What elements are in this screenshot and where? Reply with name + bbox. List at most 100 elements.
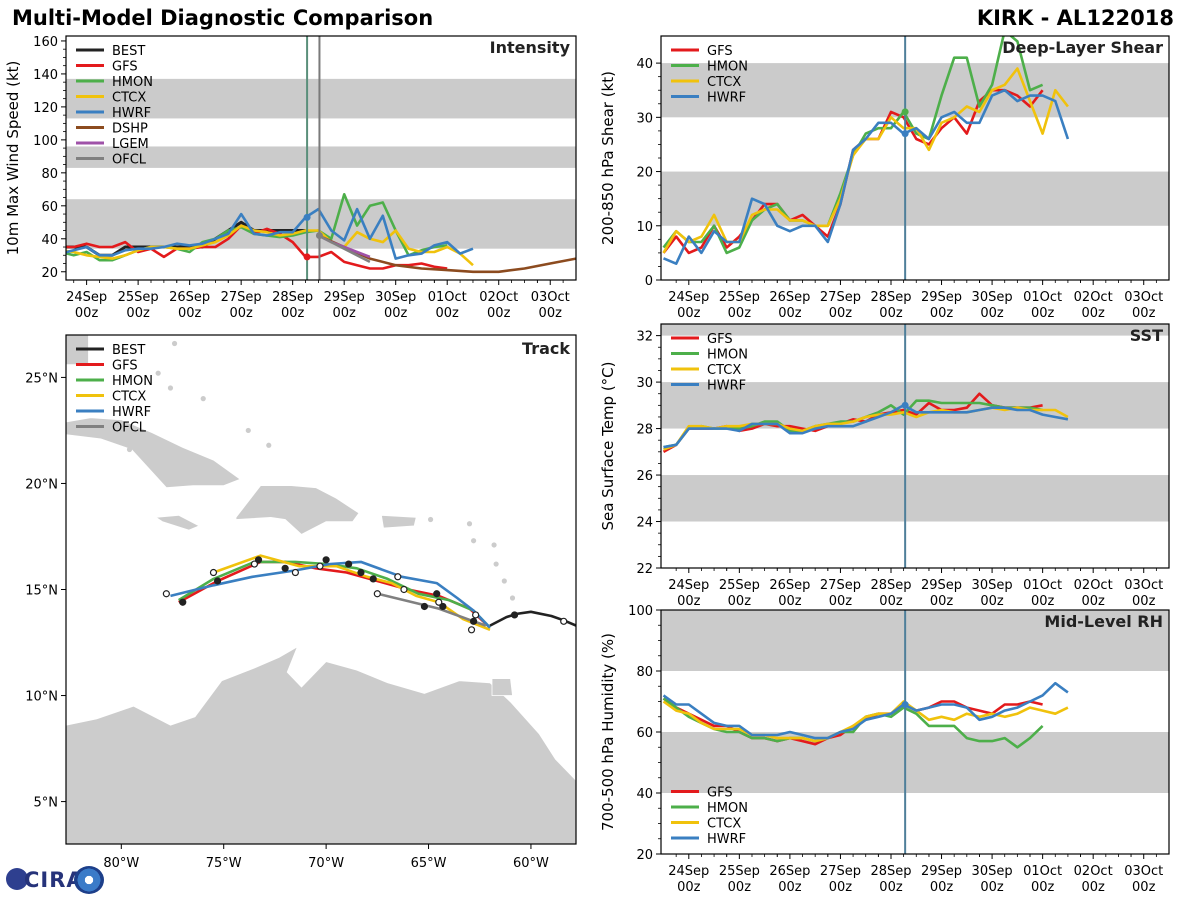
rh-line-ctcx [662,700,1069,743]
sst-ytick-label: 32 [636,330,653,345]
land-hispaniola [235,485,360,535]
shear-xtick-sub: 00z [1031,306,1055,321]
intensity-ytick-label: 60 [41,200,58,215]
sst-legend-label-hwrf: HWRF [707,379,746,394]
rh-ytick-label: 40 [636,787,653,802]
intensity-ytick-label: 100 [33,134,58,149]
rh-xtick-label: 01Oct [1023,864,1062,879]
rh-band [661,610,1169,671]
shear-xtick-sub: 00z [980,306,1004,321]
shear-xtick-sub: 00z [1132,306,1156,321]
land-island [491,542,497,548]
shear-xtick-label: 26Sep [769,290,810,305]
track-point [420,602,429,611]
intensity-ytick-label: 20 [41,266,58,281]
intensity-legend-label-ctcx: CTCX [112,91,146,106]
shear-xtick-label: 28Sep [870,290,911,305]
sst-legend-label-ctcx: CTCX [707,363,741,378]
sst-xtick-label: 01Oct [1023,578,1062,593]
sst-marker-hwrf [901,401,909,409]
rh-series-group [662,681,1069,749]
sst-ytick-label: 28 [636,423,653,438]
sst-xtick-sub: 00z [829,594,853,609]
shear-xtick-sub: 00z [728,306,752,321]
intensity-marker-hwrf [303,213,311,221]
intensity-xtick-label: 25Sep [118,290,159,305]
intensity-ytick-label: 120 [33,101,58,116]
sst-xtick-sub: 00z [728,594,752,609]
sst-xtick-label: 24Sep [668,578,709,593]
shear-legend-label-gfs: GFS [707,44,733,59]
rh-band [661,732,1169,793]
intensity-xtick-sub: 00z [229,306,253,321]
land-island [126,446,133,453]
intensity-legend-label-dshp: DSHP [112,122,148,137]
intensity-band [66,78,576,119]
intensity-xtick-sub: 00z [126,306,150,321]
track-point [510,611,519,619]
sst-xtick-sub: 00z [930,594,954,609]
sst-line-hwrf [663,403,1069,449]
land-island [493,561,499,567]
rh-xtick-label: 26Sep [769,864,810,879]
shear-band [661,171,1169,226]
sst-xtick-sub: 00z [980,594,1004,609]
sst-xtick-label: 03Oct [1124,578,1163,593]
intensity-xtick-label: 01Oct [428,290,467,305]
rh-panel: 2040608010024Sep00z25Sep00z26Sep00z27Sep… [599,604,1170,895]
rh-xtick-sub: 00z [980,880,1004,895]
intensity-xtick-label: 24Sep [66,290,107,305]
track-point [472,611,480,619]
shear-series-group [662,36,1070,266]
track-line-hwrf [170,560,491,629]
track-point [291,568,299,577]
track-point [250,560,259,568]
sst-band [661,382,1169,429]
intensity-marker-gfs [303,253,311,261]
sst-xtick-label: 02Oct [1074,578,1113,593]
intensity-ylabel: 10m Max Wind Speed (kt) [4,61,22,256]
rh-ytick-label: 60 [636,726,653,741]
track-point [369,575,377,583]
shear-marker-hmon [901,108,909,116]
rh-ytick-label: 100 [628,604,653,619]
intensity-legend-label-gfs: GFS [112,60,138,75]
track-point [357,568,365,577]
land-puerto-rico [380,514,417,529]
intensity-xtick-sub: 00z [281,306,305,321]
shear-xtick-label: 29Sep [921,290,962,305]
intensity-xtick-label: 27Sep [221,290,262,305]
intensity-xtick-label: 30Sep [375,290,416,305]
sst-legend-label-hmon: HMON [707,348,748,363]
cira-logo-icon [6,868,28,890]
track-lat-label: 25°N [25,371,58,386]
track-lat-label: 20°N [25,477,58,492]
track-point [435,598,443,606]
intensity-legend-label-ofcl: OFCL [112,153,147,168]
shear-marker-hwrf [901,130,909,138]
land-cuba [66,417,241,489]
intensity-line-hwrf [66,207,474,260]
track-line-ofcl [376,592,487,627]
land-island [266,442,272,448]
rh-ytick-label: 80 [636,665,653,680]
storm-id: KIRK - AL122018 [976,6,1174,30]
sst-xtick-sub: 00z [1031,594,1055,609]
shear-xtick-sub: 00z [879,306,903,321]
shear-ytick-label: 0 [645,274,653,289]
intensity-series-group [66,193,576,274]
intensity-legend-label-hmon: HMON [112,75,153,90]
intensity-line-ofcl [317,234,371,264]
track-legend-label-gfs: GFS [112,359,138,374]
sst-xtick-sub: 00z [1081,594,1105,609]
track-point [433,590,441,598]
intensity-xtick-label: 03Oct [531,290,570,305]
shear-frame [660,35,1170,281]
sst-legend-label-gfs: GFS [707,332,733,347]
land-trinidad [491,678,513,696]
shear-ytick-label: 40 [636,57,653,72]
track-line-ctcx [213,554,491,632]
shear-xtick-sub: 00z [677,306,701,321]
track-lon-label: 65°W [411,856,447,871]
